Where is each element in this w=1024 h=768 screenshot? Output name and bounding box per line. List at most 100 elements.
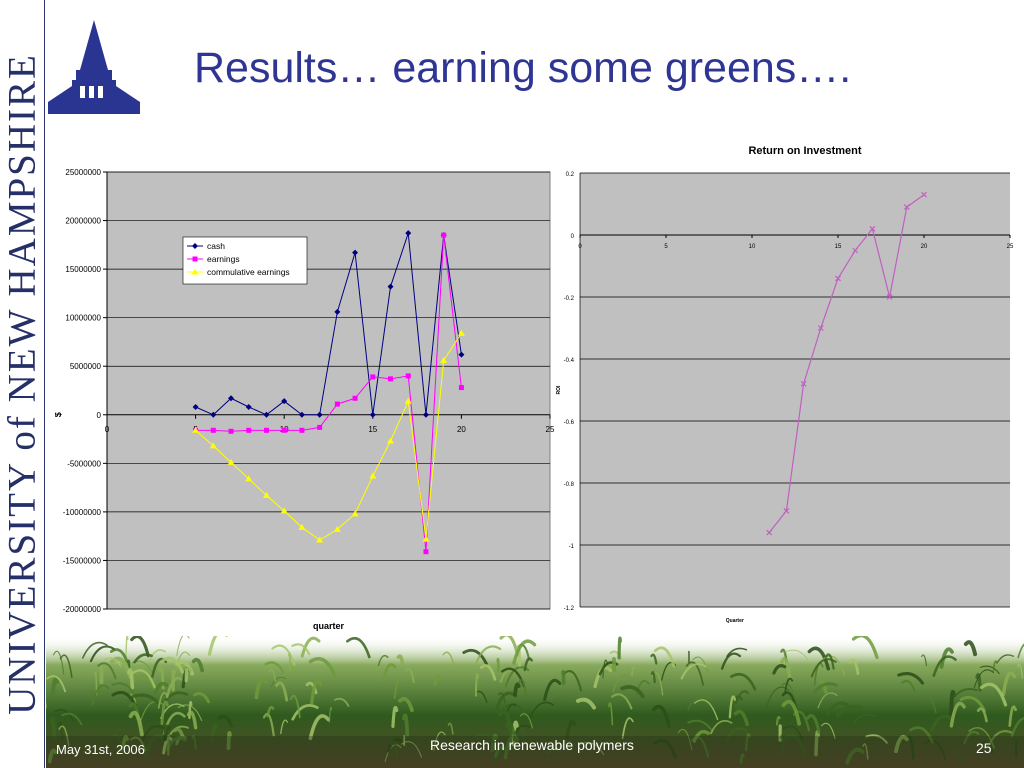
corn-leaf [930,714,953,732]
corn-leaf [275,681,289,702]
data-point [334,308,341,315]
plot-area [106,171,551,610]
corn-leaf [210,723,218,744]
corn-leaf [897,672,925,685]
corn-leaf [621,717,634,740]
corn-leaf [81,641,108,659]
footer-shade [46,736,1024,768]
corn-leaf [191,735,197,750]
corn-field-image [46,636,1024,768]
x-tick-label: 0 [105,425,110,434]
corn-leaf [783,725,804,741]
data-point [423,549,429,555]
corn-leaf [497,709,514,736]
corn-leaf [47,748,58,764]
corn-leaf [97,662,117,680]
corn-leaf [922,697,937,714]
corn-leaf [617,636,622,660]
corn-leaf [818,678,828,694]
corn-leaf [125,636,129,658]
x-tick-label: 15 [368,425,377,434]
corn-leaf [653,738,677,759]
corn-leaf [109,734,125,757]
corn-leaf [176,636,190,656]
corn-leaf [543,678,562,702]
corn-leaf [474,673,479,697]
corn-leaf [865,734,888,744]
corn-leaf [207,636,228,656]
corn-leaf [959,695,986,713]
corn-leaf [144,733,167,758]
data-point [210,427,216,433]
slide-title: Results… earning some greens…. [194,44,852,92]
y-tick-label: 15000000 [65,265,101,274]
corn-leaf [978,741,994,754]
corn-leaf [157,691,168,709]
corn-leaf [780,657,792,679]
y-axis-label: $ [55,412,63,417]
data-point [228,395,235,402]
corn-leaf [308,714,331,741]
corn-leaf [953,688,978,698]
data-point [317,424,323,430]
legend: cash earnings commulative earnings [182,236,308,285]
data-point [227,458,235,465]
corn-leaf [490,733,499,752]
x-tick-label: 25 [546,425,555,434]
y-tick-label: 0 [571,234,575,240]
corn-leaf [739,753,745,764]
data-point [351,510,359,517]
corn-leaf [848,658,860,675]
corn-leaf [50,677,60,696]
data-point [245,404,252,411]
corn-leaf [824,653,835,670]
corn-leaf [814,730,820,757]
corn-leaf [692,656,709,674]
corn-leaf [160,700,169,725]
corn-leaf [826,701,849,716]
y-tick-label: 0 [97,411,102,420]
corn-leaf [217,714,234,728]
corn-leaf [268,669,277,682]
corn-leaf [391,705,399,728]
corn-leaf [433,674,442,686]
data-point [886,294,893,300]
data-point [209,442,217,449]
y-tick-label: 0.2 [566,172,575,178]
corn-leaf [291,643,311,656]
data-point [369,411,376,418]
data-point [246,427,252,433]
data-point [387,437,395,444]
corn-leaf [894,735,909,754]
corn-leaf [529,701,554,719]
corn-leaf [565,720,577,739]
corn-leaf [821,722,836,739]
corn-leaf [817,692,838,709]
corn-leaf [398,696,414,713]
corn-leaf [254,676,268,700]
corn-leaf [505,721,517,742]
corn-leaf [634,680,650,700]
data-point [817,325,824,331]
corn-leaf [305,681,318,695]
corn-leaf [735,690,749,705]
corn-leaf [148,649,166,662]
corn-leaf [133,653,153,664]
corn-leaf [462,648,488,666]
corn-leaf [308,657,337,679]
corn-leaf [262,712,275,737]
corn-leaf [191,657,205,673]
corn-leaf [578,741,605,756]
data-point [458,385,464,391]
corn-leaf [177,704,203,722]
footer-date: May 31st, 2006 [56,742,145,757]
data-point [210,411,217,418]
corn-leaf [611,693,633,710]
y-tick-label: -0.2 [564,296,575,302]
corn-leaf [512,639,537,665]
corn-leaf [901,679,916,693]
corn-leaf [851,636,879,660]
corn-leaf [139,700,165,725]
data-point [192,404,199,411]
corn-leaf [1001,671,1017,697]
